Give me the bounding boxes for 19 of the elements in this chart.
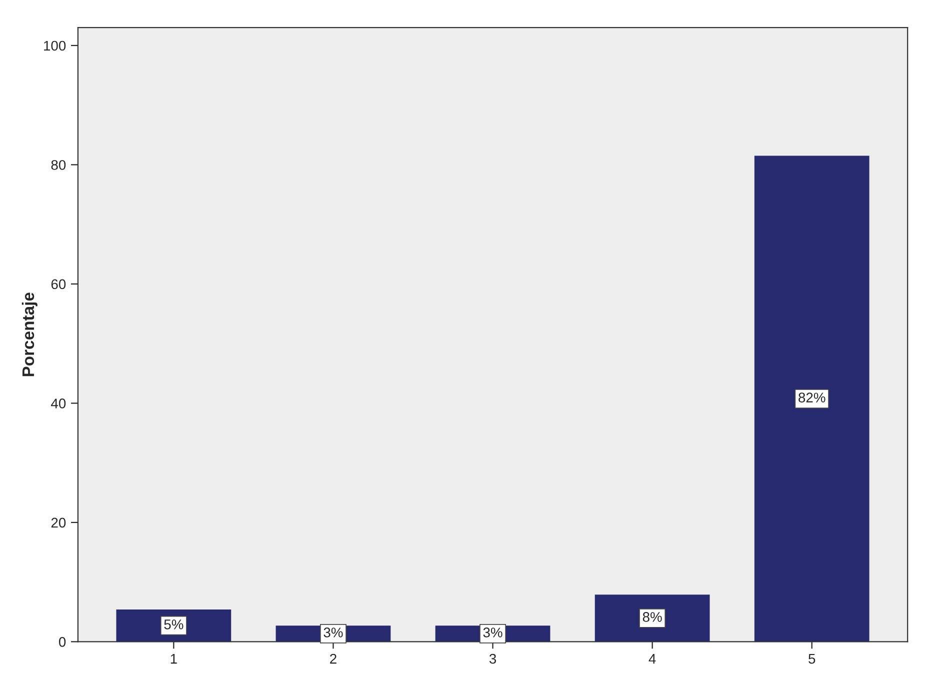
y-axis-title: Porcentaje <box>22 292 38 376</box>
bar <box>754 156 870 642</box>
x-tick-label: 2 <box>330 654 336 664</box>
x-tick-label: 1 <box>170 654 177 664</box>
x-tick-label: 3 <box>489 654 496 664</box>
y-tick-label: 20 <box>51 518 66 528</box>
y-tick-label: 0 <box>58 637 66 647</box>
y-tick-label: 60 <box>51 279 66 290</box>
data-label: 3% <box>324 628 343 638</box>
bar <box>594 594 710 642</box>
x-tick-label: 4 <box>648 654 656 664</box>
y-tick-label: 80 <box>51 160 66 170</box>
x-tick-label: 5 <box>808 654 816 664</box>
data-label: 5% <box>164 620 184 630</box>
y-tick-label: 100 <box>44 40 66 51</box>
y-tick-label: 40 <box>51 398 66 408</box>
data-label: 82% <box>798 392 826 402</box>
data-label: 3% <box>483 628 502 638</box>
data-label: 8% <box>642 612 662 622</box>
